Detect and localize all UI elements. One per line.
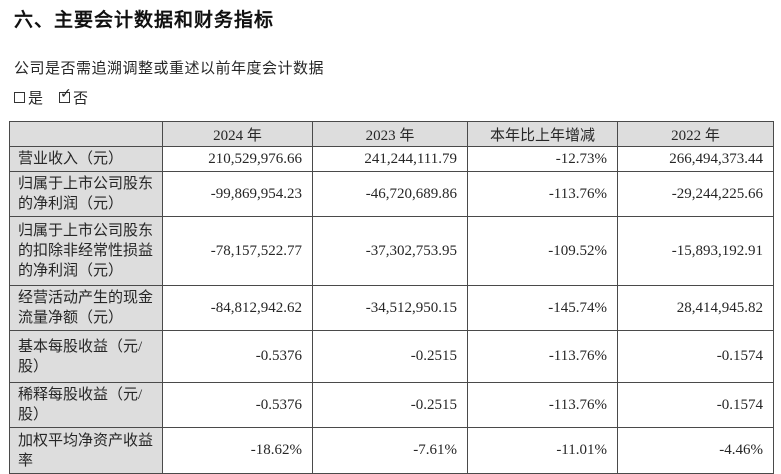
header-2024-cell: 2024 年 — [162, 121, 313, 147]
value-2023-cell: -0.2515 — [312, 330, 468, 383]
option-yes[interactable]: 是 — [14, 87, 43, 108]
value-2024-cell: 210,529,976.66 — [162, 146, 313, 172]
header-yoy-change-cell: 本年比上年增减 — [467, 121, 618, 147]
table-header-row: 2024 年 2023 年 本年比上年增减 2022 年 — [9, 121, 774, 147]
yoy-change-cell: -109.52% — [467, 216, 618, 286]
header-2023-cell: 2023 年 — [312, 121, 468, 147]
option-yes-label: 是 — [28, 91, 44, 107]
table-row-operating-revenue: 营业收入（元） 210,529,976.66 241,244,111.79 -1… — [9, 146, 774, 172]
value-2023-cell: -7.61% — [312, 427, 468, 474]
row-label-cell: 基本每股收益（元/股） — [9, 330, 163, 383]
value-2023-cell: -34,512,950.15 — [312, 285, 468, 331]
value-2023-cell: -46,720,689.86 — [312, 171, 468, 217]
value-2024-cell: -0.5376 — [162, 330, 313, 383]
row-label-cell: 归属于上市公司股东的扣除非经常性损益的净利润（元） — [9, 216, 163, 286]
row-label-cell: 归属于上市公司股东的净利润（元） — [9, 171, 163, 217]
value-2022-cell: -4.46% — [617, 427, 774, 474]
checkbox-checked-icon[interactable]: ✓ — [59, 87, 72, 103]
value-2024-cell: -78,157,522.77 — [162, 216, 313, 286]
value-2022-cell: -0.1574 — [617, 382, 774, 428]
restatement-options: 是 ✓ 否 — [14, 87, 781, 108]
row-label-cell: 稀释每股收益（元/股） — [9, 382, 163, 428]
section-title: 六、主要会计数据和财务指标 — [14, 10, 275, 31]
yoy-change-cell: -12.73% — [467, 146, 618, 172]
value-2022-cell: -0.1574 — [617, 330, 774, 383]
checkbox-unchecked-icon[interactable] — [14, 92, 25, 103]
value-2023-cell: -37,302,753.95 — [312, 216, 468, 286]
restatement-question: 公司是否需追溯调整或重述以前年度会计数据 — [14, 61, 325, 77]
table-row-operating-cash-flow: 经营活动产生的现金流量净额（元） -84,812,942.62 -34,512,… — [9, 285, 774, 331]
table-row-basic-eps: 基本每股收益（元/股） -0.5376 -0.2515 -113.76% -0.… — [9, 330, 774, 383]
value-2022-cell: 266,494,373.44 — [617, 146, 774, 172]
header-2022-cell: 2022 年 — [617, 121, 774, 147]
row-label-cell: 经营活动产生的现金流量净额（元） — [9, 285, 163, 331]
value-2023-cell: 241,244,111.79 — [312, 146, 468, 172]
yoy-change-cell: -113.76% — [467, 330, 618, 383]
yoy-change-cell: -145.74% — [467, 285, 618, 331]
financial-indicators-table: 2024 年 2023 年 本年比上年增减 2022 年 营业收入（元） 210… — [9, 121, 774, 474]
value-2022-cell: 28,414,945.82 — [617, 285, 774, 331]
header-indicator-cell — [9, 121, 163, 147]
option-no[interactable]: ✓ 否 — [59, 87, 88, 108]
value-2022-cell: -15,893,192.91 — [617, 216, 774, 286]
value-2024-cell: -84,812,942.62 — [162, 285, 313, 331]
row-label-cell: 营业收入（元） — [9, 146, 163, 172]
option-no-label: 否 — [73, 91, 89, 107]
table-row-weighted-avg-roe: 加权平均净资产收益率 -18.62% -7.61% -11.01% -4.46% — [9, 427, 774, 474]
table-row-net-profit-excl-nonrecurring: 归属于上市公司股东的扣除非经常性损益的净利润（元） -78,157,522.77… — [9, 216, 774, 286]
yoy-change-cell: -113.76% — [467, 382, 618, 428]
table-row-diluted-eps: 稀释每股收益（元/股） -0.5376 -0.2515 -113.76% -0.… — [9, 382, 774, 428]
yoy-change-cell: -11.01% — [467, 427, 618, 474]
value-2024-cell: -18.62% — [162, 427, 313, 474]
report-page: 六、主要会计数据和财务指标 公司是否需追溯调整或重述以前年度会计数据 是 ✓ 否… — [0, 9, 781, 474]
value-2024-cell: -99,869,954.23 — [162, 171, 313, 217]
check-mark-icon: ✓ — [60, 86, 72, 102]
value-2023-cell: -0.2515 — [312, 382, 468, 428]
table-row-net-profit: 归属于上市公司股东的净利润（元） -99,869,954.23 -46,720,… — [9, 171, 774, 217]
row-label-cell: 加权平均净资产收益率 — [9, 427, 163, 474]
yoy-change-cell: -113.76% — [467, 171, 618, 217]
value-2024-cell: -0.5376 — [162, 382, 313, 428]
value-2022-cell: -29,244,225.66 — [617, 171, 774, 217]
